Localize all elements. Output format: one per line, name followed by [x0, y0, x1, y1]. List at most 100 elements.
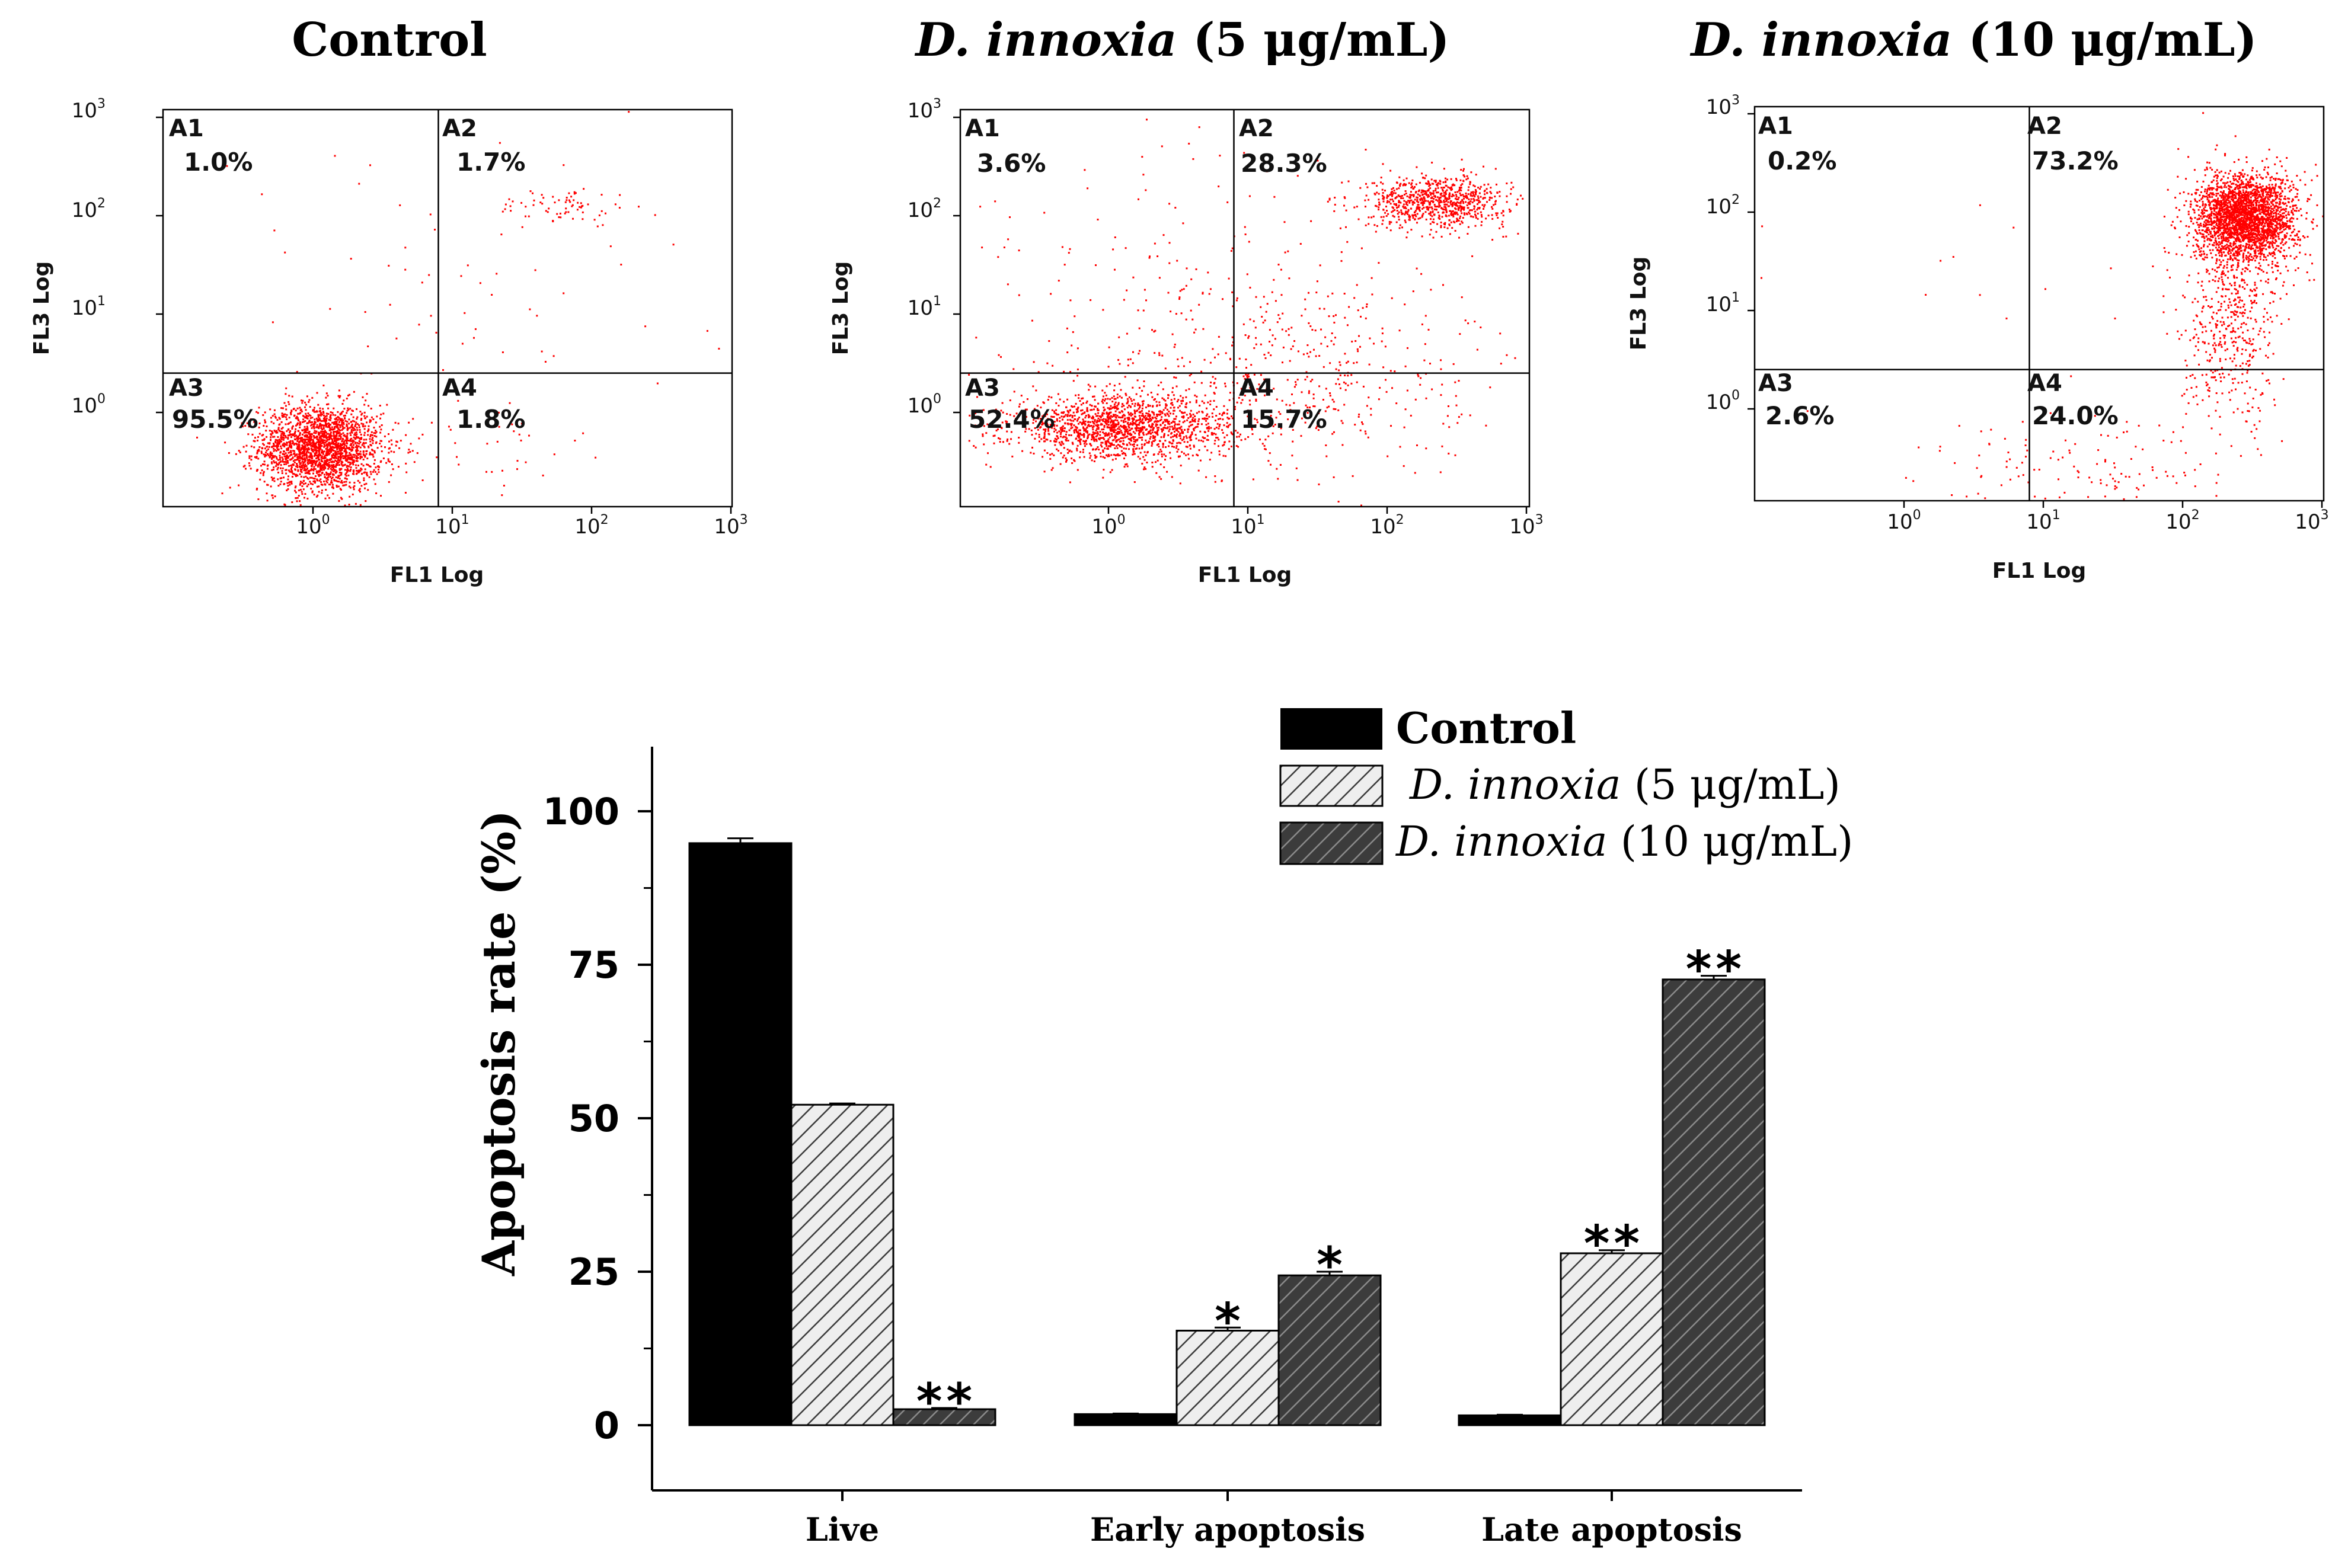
scatter-point — [1081, 409, 1084, 411]
scatter-point — [333, 423, 335, 425]
scatter-point — [1132, 419, 1135, 421]
scatter-point — [341, 429, 343, 431]
scatter-point — [330, 435, 333, 437]
scatter-point — [1143, 451, 1146, 453]
scatter-point — [1190, 434, 1192, 436]
scatter-point — [1435, 199, 1437, 201]
scatter-point — [1362, 385, 1365, 388]
scatter-point — [306, 497, 309, 500]
scatter-point — [336, 430, 338, 432]
scatter-point — [375, 441, 378, 443]
scatter-point — [1207, 425, 1210, 428]
scatter-point — [319, 419, 321, 421]
scatter-point — [349, 462, 352, 464]
scatter-point — [1107, 453, 1110, 456]
scatter-point — [301, 410, 303, 412]
scatter-point — [1392, 200, 1394, 203]
scatter-point — [1136, 424, 1139, 426]
scatter-point — [1069, 409, 1071, 411]
scatter-point — [1023, 425, 1025, 428]
scatter-point — [442, 369, 444, 371]
scatter-point — [1416, 213, 1419, 215]
scatter-point — [340, 433, 343, 436]
scatter-point — [364, 468, 366, 471]
scatter-point — [294, 489, 296, 492]
scatter-point — [1106, 433, 1108, 436]
scatter-point — [1467, 193, 1470, 196]
scatter-point — [1188, 425, 1190, 428]
scatter-point — [1438, 198, 1440, 200]
scatter-point — [302, 441, 304, 443]
scatter-point — [1417, 217, 1420, 220]
scatter-point — [330, 443, 333, 445]
scatter-point — [628, 111, 630, 113]
scatter-point — [369, 438, 371, 440]
scatter-point — [1102, 395, 1104, 398]
scatter-point — [303, 445, 305, 447]
scatter-point — [1357, 218, 1360, 220]
scatter-point — [1279, 413, 1282, 415]
scatter-point — [1194, 415, 1196, 417]
scatter-point — [320, 420, 322, 422]
scatter-point — [1438, 206, 1440, 208]
scatter-point — [1213, 382, 1216, 384]
scatter-point — [1065, 460, 1067, 463]
scatter-point — [299, 488, 302, 491]
scatter-point — [352, 444, 354, 446]
scatter-point — [270, 485, 272, 488]
scatter-point — [1043, 437, 1046, 439]
scatter-point — [368, 445, 369, 447]
scatter-point — [1398, 176, 1401, 178]
scatter-point — [1378, 199, 1380, 201]
scatter-point — [351, 423, 353, 425]
scatter-point — [1126, 435, 1129, 437]
scatter-point — [276, 442, 279, 444]
scatter-point — [1425, 193, 1427, 196]
scatter-point — [308, 473, 311, 475]
scatter-point — [1406, 195, 1408, 197]
scatter-point — [1176, 423, 1178, 425]
scatter-point — [1435, 196, 1436, 198]
scatter-point — [328, 429, 331, 431]
scatter-point — [261, 469, 263, 472]
scatter-point — [1396, 182, 1398, 184]
scatter-point — [363, 411, 366, 414]
scatter-point — [1114, 425, 1116, 428]
scatter-point — [1335, 314, 1337, 316]
scatter-point — [356, 460, 359, 462]
scatter-point — [1484, 190, 1486, 192]
scatter-point — [339, 474, 341, 476]
scatter-point — [340, 443, 342, 445]
scatter-point — [1075, 425, 1077, 428]
scatter-point — [1451, 184, 1453, 186]
scatter-point — [1107, 438, 1110, 440]
scatter-point — [1139, 411, 1142, 413]
scatter-point — [1382, 192, 1384, 194]
scatter-point — [1102, 431, 1104, 434]
scatter-point — [269, 456, 271, 458]
scatter-point — [337, 439, 340, 441]
scatter-point — [382, 457, 385, 459]
scatter-point — [1043, 471, 1046, 473]
scatter-point — [306, 395, 308, 398]
scatter-point — [1378, 398, 1380, 401]
scatter-point — [1452, 194, 1455, 197]
scatter-point — [1477, 197, 1480, 199]
scatter-point — [1328, 405, 1330, 408]
scatter-point — [1185, 389, 1187, 392]
scatter-point — [1123, 424, 1126, 427]
scatter-point — [1460, 184, 1462, 187]
scatter-point — [1143, 385, 1145, 388]
y-tick-label: 103 — [72, 97, 106, 123]
scatter-point — [1087, 436, 1089, 438]
scatter-point — [1126, 398, 1129, 400]
scatter-point — [1279, 318, 1281, 320]
scatter-point — [1447, 201, 1449, 203]
scatter-point — [1125, 463, 1127, 466]
scatter-point — [1118, 438, 1120, 440]
scatter-point — [332, 414, 334, 416]
scatter-point — [339, 430, 341, 431]
scatter-point — [356, 470, 359, 472]
scatter-point — [324, 476, 326, 478]
scatter-point — [342, 432, 344, 434]
